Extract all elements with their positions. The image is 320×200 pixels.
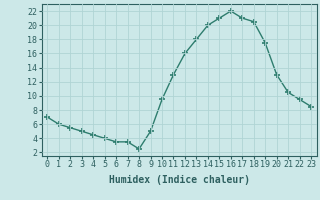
X-axis label: Humidex (Indice chaleur): Humidex (Indice chaleur) [109, 175, 250, 185]
